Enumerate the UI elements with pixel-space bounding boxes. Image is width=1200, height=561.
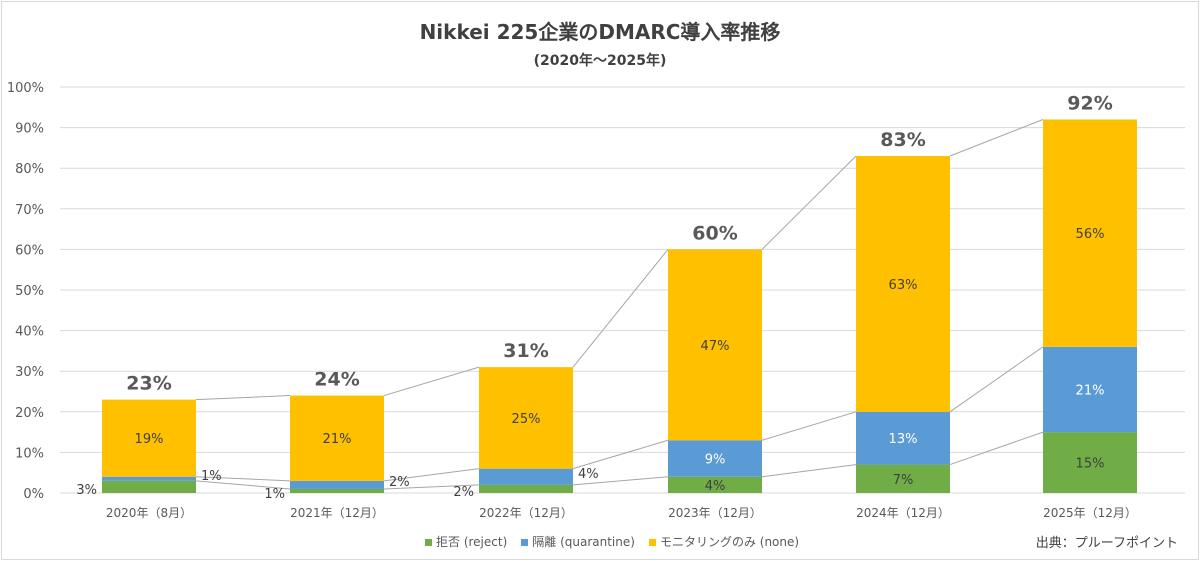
series-line <box>572 439 669 470</box>
data-label: 13% <box>889 432 918 447</box>
bar-segment <box>1043 346 1137 433</box>
x-tick-label: 2022年（12月） <box>479 506 573 520</box>
data-label: 2% <box>389 475 410 490</box>
total-label: 60% <box>692 222 737 244</box>
data-label: 7% <box>893 473 914 488</box>
x-tick-label: 2023年（12月） <box>668 506 762 520</box>
bar-segment <box>1043 119 1137 347</box>
y-tick-label: 10% <box>15 446 44 461</box>
legend-item: 拒否 (reject) <box>425 533 507 550</box>
data-label: 3% <box>76 483 97 498</box>
legend-item: 隔離 (quarantine) <box>521 533 635 550</box>
data-label: 1% <box>201 469 222 484</box>
x-tick-label: 2025年（12月） <box>1043 506 1137 520</box>
legend-swatch <box>425 539 432 546</box>
data-label: 63% <box>889 278 918 293</box>
bar-segment <box>290 488 384 493</box>
series-line <box>949 119 1044 157</box>
series-line <box>195 480 291 490</box>
series-line <box>761 464 857 478</box>
bar-segment <box>290 480 384 489</box>
legend-label: 拒否 (reject) <box>436 535 508 549</box>
data-label: 1% <box>264 487 285 502</box>
bar-segment <box>290 395 384 481</box>
chart-title: Nikkei 225企業のDMARC導入率推移 <box>419 20 781 44</box>
total-label: 24% <box>314 369 359 391</box>
total-label: 31% <box>503 340 548 362</box>
y-tick-label: 60% <box>15 243 44 258</box>
legend-label: 隔離 (quarantine) <box>532 535 635 549</box>
series-line <box>383 366 480 397</box>
legend-swatch <box>521 539 529 546</box>
data-label: 9% <box>705 452 726 467</box>
series-line <box>572 249 669 368</box>
bar-segment <box>479 367 573 469</box>
bar-segment <box>102 476 196 481</box>
x-tick-label: 2024年（12月） <box>856 506 950 520</box>
bar-segment <box>668 249 762 441</box>
bar-segment <box>856 464 950 493</box>
bar-segment <box>102 480 196 493</box>
bar-segment <box>102 399 196 477</box>
legend-label: モニタリングのみ (none) <box>659 535 800 549</box>
bar-segment <box>479 484 573 493</box>
y-tick-label: 40% <box>15 325 44 340</box>
legend-swatch <box>648 539 656 546</box>
series-line <box>949 431 1044 466</box>
series-line <box>195 476 291 482</box>
x-tick-label: 2021年（12月） <box>290 506 384 520</box>
series-line <box>949 346 1044 413</box>
y-tick-label: 80% <box>15 162 44 177</box>
series-line <box>383 468 480 482</box>
y-tick-label: 20% <box>15 406 44 421</box>
data-label: 15% <box>1076 457 1105 472</box>
data-label: 19% <box>135 432 164 447</box>
bar-segment <box>1043 432 1137 493</box>
total-label: 92% <box>1067 92 1112 114</box>
source-note: 出典：プルーフポイント <box>1035 536 1178 551</box>
y-tick-label: 0% <box>23 487 44 502</box>
y-tick-label: 90% <box>15 122 44 137</box>
series-line <box>195 395 291 401</box>
data-label: 2% <box>453 485 474 500</box>
bar-segment <box>479 468 573 485</box>
bar-segment <box>856 156 950 412</box>
data-label: 25% <box>512 412 541 427</box>
total-label: 83% <box>880 129 925 151</box>
bar-segment <box>856 411 950 465</box>
series-line <box>761 155 857 250</box>
y-tick-label: 70% <box>15 203 44 218</box>
y-tick-label: 100% <box>7 81 44 96</box>
series-line <box>761 411 857 441</box>
y-tick-label: 30% <box>15 365 44 380</box>
data-label: 4% <box>578 467 599 482</box>
data-label: 21% <box>1076 383 1105 398</box>
data-label: 47% <box>701 339 730 354</box>
legend: 拒否 (reject) 隔離 (quarantine) モニタリングのみ (none… <box>425 533 799 550</box>
chart-subtitle: (2020年〜2025年) <box>533 53 667 69</box>
legend-item: モニタリングのみ (none) <box>648 533 800 550</box>
series-line <box>383 484 480 490</box>
series-line <box>572 476 669 486</box>
y-tick-label: 50% <box>15 284 44 299</box>
data-label: 4% <box>705 479 726 494</box>
x-tick-label: 2020年（8月） <box>106 506 192 520</box>
data-label: 21% <box>323 432 352 447</box>
data-label: 56% <box>1076 227 1105 242</box>
total-label: 23% <box>126 373 171 395</box>
bar-segment <box>668 476 762 493</box>
bar-segment <box>668 440 762 477</box>
